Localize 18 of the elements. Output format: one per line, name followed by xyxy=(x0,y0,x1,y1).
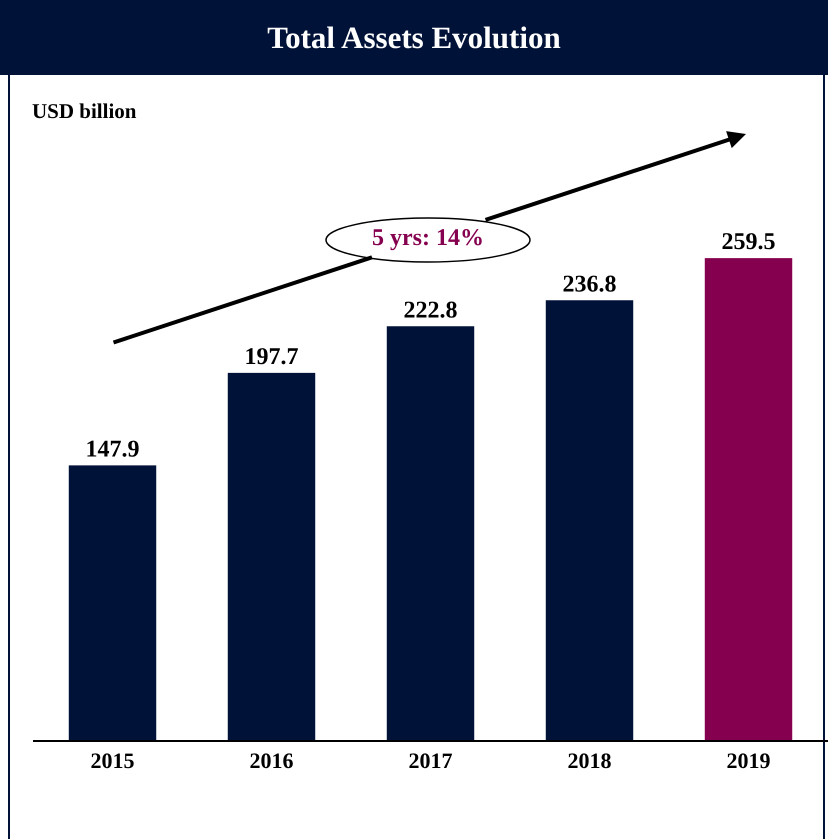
data-label: 236.8 xyxy=(562,271,617,298)
data-label: 147.9 xyxy=(86,436,140,462)
text: USD billion xyxy=(32,99,137,123)
data-label: 222.8 xyxy=(404,297,458,324)
x-tick-label: 2015 xyxy=(90,748,134,774)
text: 5 yrs: 14% xyxy=(372,225,484,251)
bar xyxy=(228,372,316,740)
bar xyxy=(704,258,792,740)
data-label: 259.5 xyxy=(722,229,776,256)
bar xyxy=(68,465,156,740)
bar xyxy=(386,326,474,740)
data-label: 197.7 xyxy=(244,344,298,370)
x-tick-label: 2016 xyxy=(250,748,294,774)
chart-title: Total Assets Evolution xyxy=(0,0,828,75)
bar xyxy=(546,300,634,740)
x-tick-label: 2019 xyxy=(726,748,770,774)
x-tick-label: 2018 xyxy=(568,748,612,774)
x-tick-label: 2017 xyxy=(408,748,452,774)
